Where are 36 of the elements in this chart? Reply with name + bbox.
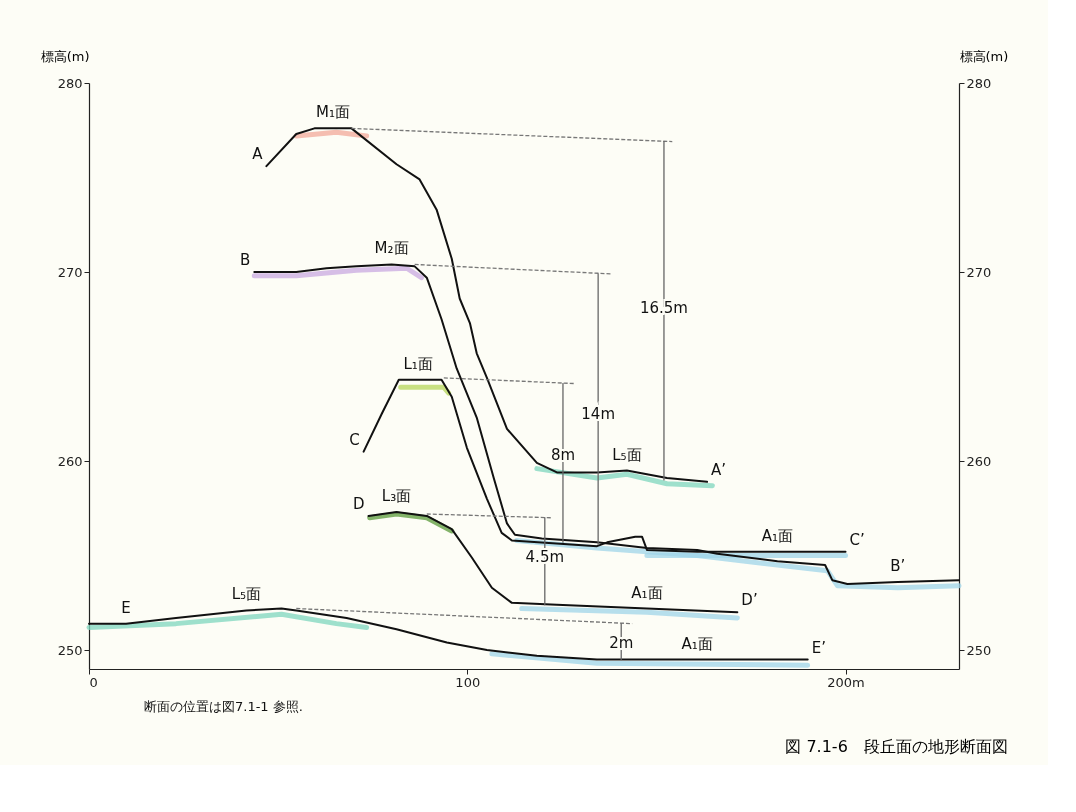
annotation: A₁面 — [761, 526, 794, 545]
annotation: D’ — [741, 591, 758, 610]
y2-tick-label: 260 — [966, 453, 992, 469]
y-tick-label: 270 — [57, 264, 83, 280]
annotation: 16.5m — [639, 298, 688, 317]
annotation: C’ — [849, 530, 865, 549]
x-tick-label: 0 — [89, 674, 98, 690]
y2-axis-title: 標高(m) — [959, 48, 1009, 64]
y-tick-label: 280 — [57, 75, 83, 91]
y-tick-label: 250 — [57, 642, 83, 658]
y2-tick-label: 270 — [966, 264, 992, 280]
annotation: E’ — [811, 638, 826, 657]
annotation: 8m — [550, 446, 576, 465]
annotation: B — [240, 251, 251, 270]
annotation: A — [252, 145, 264, 164]
annotation: E — [121, 598, 131, 617]
x-tick-label: 100 — [455, 674, 481, 690]
y-axis-title: 標高(m) — [40, 48, 90, 64]
y-tick-label: 260 — [57, 453, 83, 469]
annotation: M₁面 — [315, 103, 350, 122]
annotation: B’ — [890, 557, 906, 576]
y2-tick-label: 250 — [966, 642, 992, 658]
text: 図 7.1-6 段丘面の地形断面図 — [785, 737, 1008, 756]
annotation: L₅面 — [612, 445, 642, 464]
annotation: L₃面 — [381, 487, 412, 506]
annotation: A₁面 — [631, 583, 663, 602]
text: 断面の位置は図7.1-1 参照. — [144, 699, 303, 714]
annotation: M₂面 — [374, 239, 409, 258]
x-tick-label: 200m — [827, 674, 865, 690]
annotation: D — [352, 494, 365, 513]
annotation: L₅面 — [231, 585, 262, 604]
annotation: A₁面 — [681, 634, 713, 653]
annotation: A’ — [711, 460, 727, 479]
annotation: L₁面 — [403, 354, 433, 373]
y2-tick-label: 280 — [966, 75, 992, 91]
annotation: C — [349, 430, 360, 449]
